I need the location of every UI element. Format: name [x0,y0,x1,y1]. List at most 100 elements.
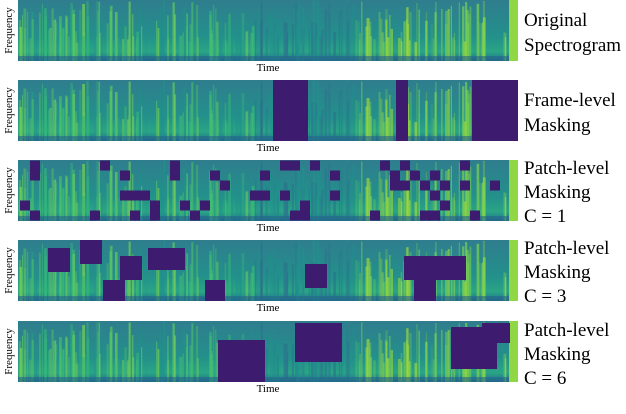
texture [41,324,43,382]
texture [400,362,403,382]
texture [196,245,199,301]
texture [340,10,343,61]
texture [97,90,99,141]
texture [323,282,325,301]
texture [65,255,68,301]
texture [432,198,435,221]
texture [385,249,388,301]
texture [99,112,101,141]
texture [63,107,65,141]
texture [156,20,158,61]
mask [220,180,230,191]
texture [225,282,229,301]
texture [65,336,68,382]
mask [30,160,40,171]
texture [269,333,272,382]
texture [145,187,147,221]
texture [390,109,393,141]
texture [97,96,99,141]
texture [118,37,120,61]
y-axis-label: Frequency [3,87,15,134]
x-axis-label: Time [257,62,280,74]
texture [308,27,310,62]
texture [99,32,101,61]
texture [369,261,372,301]
texture [158,81,162,141]
texture [390,269,393,301]
mask [490,180,500,191]
texture [361,322,363,382]
texture [41,243,43,301]
texture [273,168,275,221]
texture [228,93,231,141]
texture [55,116,58,141]
texture [476,163,480,221]
texture [27,11,29,62]
texture [308,348,310,382]
texture [453,120,456,141]
texture [214,350,217,382]
texture [285,192,289,221]
mask [300,210,310,221]
texture [211,30,213,61]
texture [245,271,249,301]
texture [121,27,124,61]
texture [315,36,318,61]
texture [284,188,287,221]
texture [453,273,455,301]
texture [86,161,89,221]
texture [338,93,340,141]
texture [31,11,34,61]
texture [416,324,418,382]
texture [388,95,391,141]
texture [323,202,325,221]
texture [75,42,79,61]
texture [18,100,22,141]
texture [321,29,324,61]
texture [224,262,227,301]
texture [381,32,385,61]
texture [23,329,27,382]
texture [99,272,101,301]
texture [453,113,455,141]
texture [196,277,199,301]
texture [167,119,169,141]
texture [261,242,263,301]
texture [141,266,143,301]
mask [430,190,440,201]
mask [48,248,70,272]
texture [286,262,288,301]
texture [441,330,443,382]
texture [285,353,289,382]
texture [385,89,388,141]
texture [41,163,43,221]
mask [205,280,225,301]
texture [319,10,322,61]
texture [95,161,99,221]
texture [369,186,371,221]
texture [132,196,135,221]
texture [243,169,246,221]
texture [172,323,175,382]
texture [106,23,109,61]
texture [319,116,322,141]
texture [79,249,82,301]
mask [250,190,260,201]
texture [388,15,391,61]
texture [369,26,371,61]
texture [136,271,139,301]
texture [126,360,130,382]
edge-strip [509,0,518,61]
texture [269,92,272,141]
texture [408,11,412,61]
texture [23,248,27,301]
texture [159,168,163,221]
texture [241,93,245,141]
texture [265,40,267,61]
texture [186,93,188,141]
texture [408,120,411,141]
texture [209,354,213,382]
texture [70,163,73,221]
texture [345,81,348,141]
texture [243,9,246,62]
